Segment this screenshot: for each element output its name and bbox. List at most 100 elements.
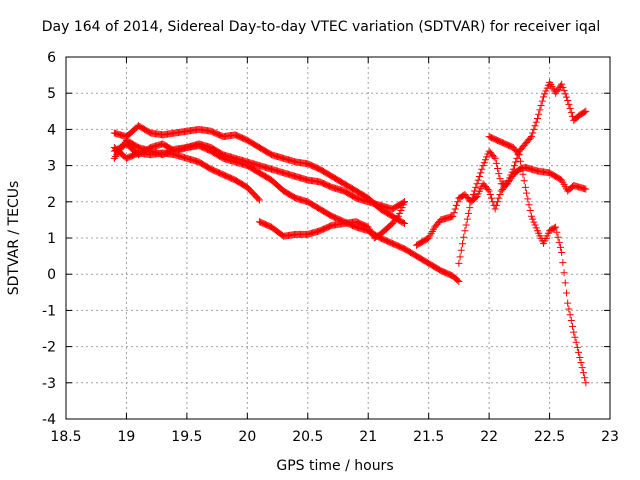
data-point [560, 269, 568, 277]
data-point [540, 93, 548, 101]
y-tick-label: -1 [42, 303, 56, 319]
data-point [400, 220, 408, 228]
x-axis-label: GPS time / hours [276, 458, 393, 474]
data-point [119, 142, 127, 150]
y-tick-label: 1 [47, 231, 56, 247]
data-point [466, 204, 474, 212]
data-point [569, 322, 577, 330]
data-point [472, 183, 480, 191]
data-point [510, 162, 518, 170]
x-tick-label: 21 [359, 429, 377, 445]
data-point [554, 233, 562, 241]
data-point [495, 170, 503, 178]
data-point [454, 198, 462, 206]
data-point [481, 156, 489, 164]
data-point [572, 338, 580, 346]
data-point [255, 196, 263, 204]
x-tick-label: 22.5 [534, 429, 565, 445]
data-point [469, 191, 477, 199]
data-point [529, 215, 537, 223]
data-point [524, 195, 532, 203]
data-point [467, 198, 475, 206]
data-point [451, 205, 459, 213]
data-point [530, 125, 538, 133]
chart-title: Day 164 of 2014, Sidereal Day-to-day VTE… [42, 19, 600, 35]
x-tick-label: 22 [480, 429, 498, 445]
data-point [116, 145, 124, 153]
axis-ticks: 18.5 19 19.5 20 20.5 21 21.5 22 22.5 23-4-3-2-101… [42, 50, 619, 445]
data-point [559, 259, 567, 267]
data-point [570, 328, 578, 336]
data-point [552, 89, 560, 97]
data-point [474, 176, 482, 184]
data-point [118, 144, 126, 151]
x-tick-label: 19.5 [171, 429, 202, 445]
data-point [538, 97, 546, 105]
data-point [556, 243, 564, 251]
x-tick-label: 20 [238, 429, 256, 445]
data-point [254, 195, 262, 203]
data-point [494, 164, 502, 172]
data-point [507, 171, 515, 179]
data-point [398, 204, 406, 212]
data-point [582, 379, 590, 387]
data-point [512, 158, 520, 166]
data-point [465, 209, 473, 217]
data-point [533, 115, 541, 123]
data-point [110, 154, 118, 162]
data-point [562, 93, 570, 101]
data-point [393, 214, 401, 222]
data-point [527, 133, 535, 141]
data-point [537, 102, 545, 110]
data-point [480, 159, 488, 167]
data-point [115, 147, 123, 155]
data-point [483, 153, 491, 161]
data-point [491, 154, 499, 162]
data-point [530, 218, 538, 226]
data-point [114, 149, 122, 157]
data-point [520, 177, 528, 185]
data-point [525, 201, 533, 209]
data-point [491, 205, 499, 213]
data-point [513, 154, 521, 162]
data-point [565, 305, 573, 313]
data-point [559, 83, 567, 91]
y-tick-label: 4 [47, 122, 56, 138]
data-point [495, 194, 503, 202]
data-point [550, 224, 558, 232]
data-point [471, 187, 479, 195]
series-track-a [110, 122, 408, 228]
series-track-e [255, 198, 408, 242]
data-point [506, 174, 514, 182]
data-point [396, 209, 404, 217]
data-point [555, 238, 563, 246]
y-axis-label: SDTVAR / TECUs [6, 181, 22, 296]
series-track-h [485, 133, 590, 387]
data-point [508, 168, 516, 176]
series-track-d [110, 136, 463, 285]
x-tick-label: 18.5 [50, 429, 81, 445]
data-point [571, 333, 579, 341]
y-tick-label: -2 [42, 340, 56, 356]
data-point [454, 276, 462, 284]
data-point [455, 259, 463, 267]
data-point [461, 227, 469, 235]
data-point [460, 233, 468, 241]
x-tick-label: 20.5 [292, 429, 323, 445]
data-point [459, 240, 467, 248]
series-track-g [455, 78, 590, 267]
data-point [560, 87, 568, 95]
data-point [503, 180, 511, 188]
data-point [541, 90, 549, 98]
data-point [561, 279, 569, 287]
data-point [394, 212, 402, 220]
series-track-f [413, 163, 590, 249]
data-point [515, 151, 523, 159]
data-point [582, 185, 590, 193]
data-point [523, 189, 531, 197]
data-point [477, 169, 485, 177]
data-point [449, 212, 457, 220]
data-point [578, 364, 586, 372]
y-tick-label: 3 [47, 159, 56, 175]
x-tick-label: 23 [601, 429, 619, 445]
